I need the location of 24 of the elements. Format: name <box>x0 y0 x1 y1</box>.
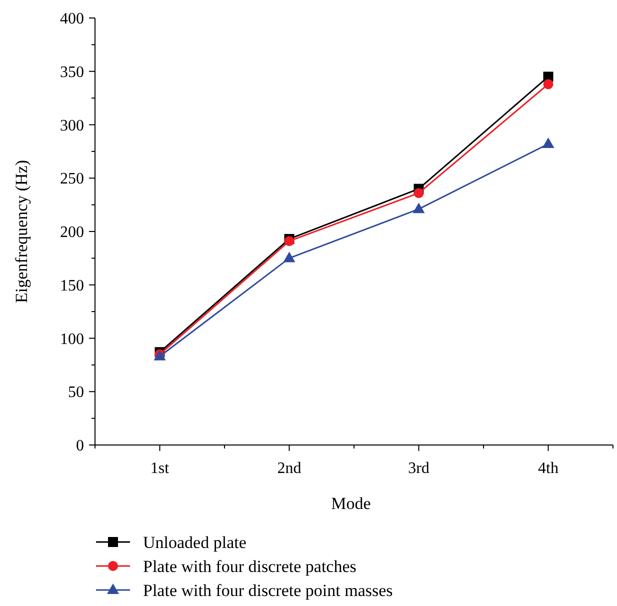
y-tick-label: 50 <box>68 384 84 402</box>
point <box>542 137 554 148</box>
point <box>414 188 424 198</box>
y-tick-label: 350 <box>60 64 84 81</box>
y-tick-label: 200 <box>60 224 84 242</box>
legend-label: Unloaded plate <box>143 532 246 552</box>
y-tick-label: 250 <box>60 170 84 188</box>
legend-label: Plate with four discrete patches <box>143 556 356 576</box>
point <box>283 252 296 262</box>
y-tick-label: 300 <box>60 117 84 134</box>
point <box>543 79 554 90</box>
x-tick-label: 2nd <box>277 460 302 477</box>
x-tick-label: 4th <box>538 460 558 477</box>
y-tick-label: 400 <box>60 10 84 28</box>
point <box>412 202 425 214</box>
x-tick-label: 1st <box>150 460 170 477</box>
x-tick-label: 3rd <box>408 460 430 477</box>
y-tick-label: 0 <box>76 438 84 455</box>
y-tick-label: 150 <box>60 277 84 294</box>
y-tick-label: 100 <box>60 330 84 348</box>
y-axis-title: Eigenfrequency (Hz) <box>12 160 31 304</box>
x-axis-title: Mode <box>331 494 371 513</box>
point <box>284 236 294 246</box>
legend-label: Plate with four discrete point masses <box>143 580 393 600</box>
